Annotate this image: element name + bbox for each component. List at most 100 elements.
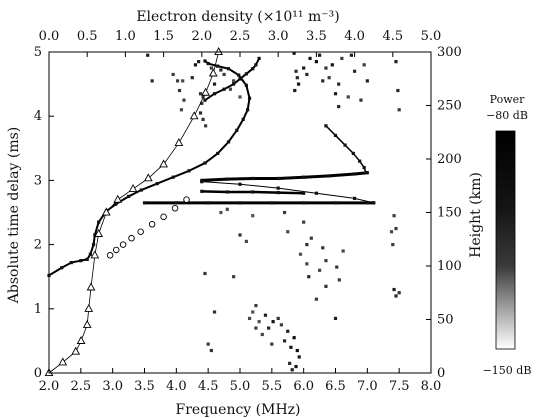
y-right-tick-label: 0 (437, 366, 445, 381)
echo-point (288, 361, 292, 365)
echo-point (324, 284, 328, 288)
echo-point (276, 316, 280, 321)
echo-point (317, 53, 322, 57)
x-bottom-tick-label: 3.0 (102, 379, 123, 394)
echo-point (392, 287, 396, 292)
x-top-tick-label: 4.5 (382, 29, 403, 44)
echo-point (181, 79, 185, 83)
trace-diagonal-point (358, 159, 362, 163)
trace-slant-point (314, 191, 318, 195)
echo-point (177, 88, 182, 93)
echo-point (305, 262, 309, 266)
trace-slant-point (372, 201, 376, 205)
echo-point (349, 53, 354, 57)
echo-point (201, 95, 205, 99)
y-right-tick-label: 150 (437, 206, 462, 221)
density-circle-marker (171, 204, 179, 212)
echo-point (179, 108, 184, 112)
density-triangle-marker (84, 303, 94, 312)
echo-point (292, 336, 296, 340)
x-bottom-axis-title: Frequency (MHz) (175, 402, 300, 418)
trace-main-point (69, 260, 73, 265)
echo-point (298, 252, 303, 256)
x-bottom-tick-label: 5.5 (261, 379, 282, 394)
echo-point (200, 101, 204, 105)
trace-upper-branch-point (254, 63, 258, 67)
trace-upper-branch-point (232, 82, 236, 86)
echo-point (397, 108, 401, 112)
trace-main-point (216, 64, 220, 68)
x-bottom-tick-label: 5.0 (230, 379, 251, 394)
echo-point (314, 297, 318, 301)
plot-area (44, 47, 401, 377)
echo-point (308, 56, 312, 61)
echo-point (394, 60, 398, 64)
trace-main-point (206, 61, 210, 66)
trace-diagonal-point (324, 124, 328, 128)
echo-point (212, 310, 217, 314)
y-left-tick-label: 1 (34, 302, 42, 317)
colorbar-gradient (495, 130, 516, 350)
y-right-tick-label: 100 (437, 259, 462, 274)
y-right-tick-label: 300 (437, 45, 462, 60)
echo-point (279, 323, 283, 327)
x-top-tick-label: 5.0 (421, 29, 442, 44)
echo-point (204, 124, 208, 128)
density-circle-marker (112, 246, 120, 254)
trace-main-point (171, 175, 175, 179)
trace-main-line (48, 60, 251, 277)
trace-slant-point (276, 186, 280, 190)
density-triangle-marker (71, 346, 81, 355)
trace-horizontal-265-point (206, 201, 210, 205)
trace-horizontal-3-point (353, 172, 357, 176)
echo-point (314, 60, 318, 64)
x-top-tick-label: 2.5 (230, 29, 251, 44)
density-circle-marker (183, 196, 190, 203)
echo-point (321, 246, 325, 250)
echo-point (286, 329, 290, 333)
density-triangle-marker (201, 87, 210, 96)
x-bottom-tick-label: 2.5 (70, 379, 91, 394)
echo-point (324, 66, 328, 70)
trace-main-point (226, 140, 231, 144)
echo-point (263, 313, 268, 317)
echo-point (260, 332, 264, 337)
echo-point (293, 88, 297, 93)
trace-main-point (93, 233, 97, 237)
echo-point (267, 326, 271, 330)
x-bottom-tick-label: 7.5 (389, 379, 410, 394)
echo-point (337, 104, 341, 109)
trace-horizontal-265-point (270, 201, 274, 205)
trace-main-point (126, 194, 131, 199)
trace-upper-branch-point (244, 72, 248, 76)
trace-diagonal-line (325, 125, 367, 173)
colorbar-max-label: −80 dB (486, 109, 528, 122)
x-bottom-tick-label: 7.0 (357, 379, 378, 394)
density-triangle-marker (189, 111, 199, 120)
trace-horizontal-3-line (201, 171, 368, 182)
density-triangle-marker (101, 207, 111, 216)
trace-main-point (244, 83, 248, 87)
echo-point (198, 111, 203, 115)
x-top-tick-label: 1.5 (153, 29, 174, 44)
echo-point (292, 51, 296, 55)
trace-main-point (187, 169, 191, 173)
y-right-axis-title: Height (km) (468, 172, 484, 258)
echo-point (289, 345, 293, 349)
density-triangle-marker (214, 47, 223, 56)
echo-point (198, 92, 203, 96)
trace-diagonal-point (351, 151, 355, 156)
echo-point (346, 95, 350, 99)
echo-point (391, 243, 395, 247)
trace-horizontal-265-point (142, 201, 147, 205)
echo-point (254, 326, 258, 330)
x-bottom-tick-label: 4.0 (166, 379, 187, 394)
echo-point (190, 76, 194, 80)
trace-slant-line (201, 181, 374, 204)
echo-point (150, 79, 154, 83)
trace-main-point (85, 257, 89, 261)
echo-point (324, 259, 328, 263)
echo-point (340, 56, 344, 61)
echo-point (232, 275, 236, 279)
